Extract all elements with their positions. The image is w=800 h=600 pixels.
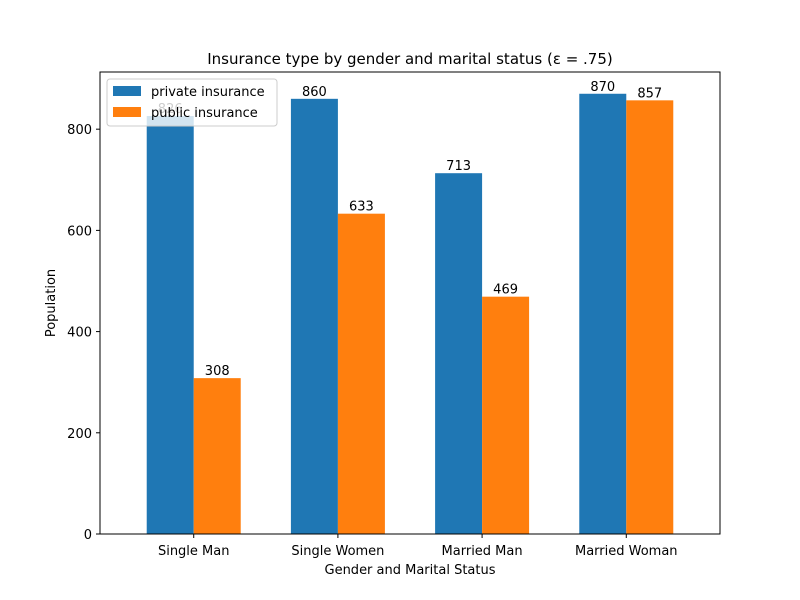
y-axis: 0 200 400 600 800 <box>67 123 100 543</box>
data-label: 633 <box>349 200 374 215</box>
legend-label: public insurance <box>151 106 258 121</box>
y-tick-label: 200 <box>67 427 92 442</box>
legend-label: private insurance <box>151 85 265 100</box>
bar-public-insurance-married-woman <box>626 100 674 535</box>
x-axis: Single Man Single Women Married Man Married… <box>158 534 678 559</box>
legend-swatch <box>113 86 141 96</box>
x-axis-label: Gender and Marital Status <box>325 563 496 578</box>
x-tick-label: Single Women <box>291 544 384 559</box>
chart-title: Insurance type by gender and marital sta… <box>207 50 613 68</box>
legend-swatch <box>113 107 141 117</box>
x-tick-label: Married Man <box>442 544 523 559</box>
data-label: 860 <box>302 85 327 100</box>
data-label: 870 <box>590 80 615 95</box>
y-tick-label: 400 <box>67 326 92 341</box>
bar-private-insurance-married-man <box>435 173 483 534</box>
y-tick-label: 0 <box>84 528 92 543</box>
bar-public-insurance-single-man <box>193 378 241 534</box>
bar-private-insurance-single-man <box>146 116 194 534</box>
bar-public-insurance-single-women <box>337 213 385 534</box>
y-axis-label: Population <box>44 269 59 337</box>
plot-frame <box>99 71 721 535</box>
data-label: 469 <box>493 283 518 298</box>
x-tick-label: Single Man <box>158 544 230 559</box>
x-tick-label: Married Woman <box>575 544 678 559</box>
bar-public-insurance-married-man <box>482 296 530 534</box>
y-tick-label: 600 <box>67 224 92 239</box>
data-label: 308 <box>205 364 230 379</box>
bar-private-insurance-single-women <box>290 98 338 534</box>
data-label: 857 <box>637 86 662 101</box>
y-tick-label: 800 <box>67 123 92 138</box>
legend-frame <box>106 78 278 127</box>
plot-area: 826308860633713469870857 <box>146 80 674 535</box>
data-label: 713 <box>446 159 471 174</box>
bar-private-insurance-married-woman <box>579 93 627 534</box>
legend: private insurance public insurance <box>106 78 278 127</box>
